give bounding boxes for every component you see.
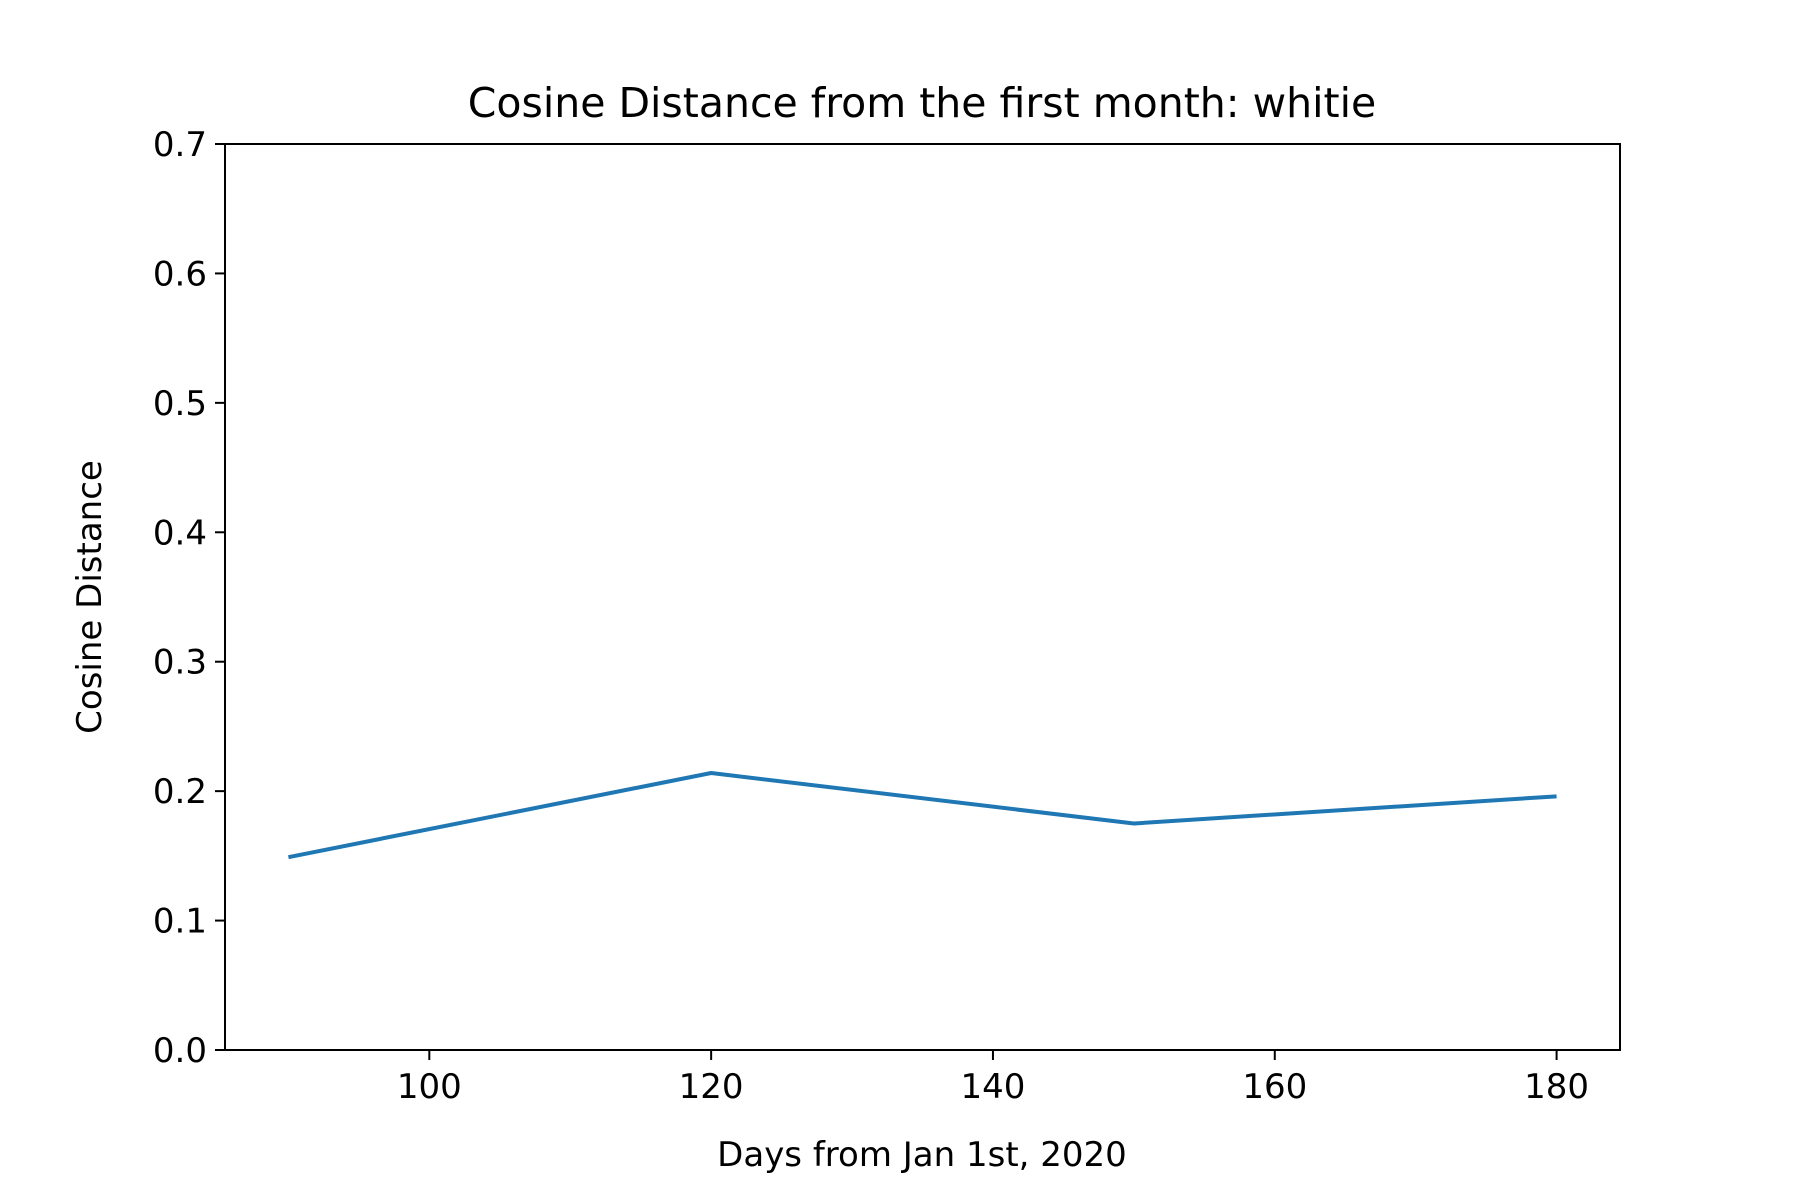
x-tick-label: 100 xyxy=(397,1067,462,1107)
y-tick-label: 0.7 xyxy=(153,125,207,165)
y-tick-label: 0.6 xyxy=(153,254,207,294)
y-axis-label: Cosine Distance xyxy=(70,460,110,734)
x-tick-label: 180 xyxy=(1524,1067,1589,1107)
plot-area: 100 120 140 160 180 0.0 0.1 0.2 0.3 0.4 0.5 0.6 0.7 xyxy=(153,125,1621,1107)
x-tick-label: 120 xyxy=(679,1067,744,1107)
y-tick-label: 0.4 xyxy=(153,513,207,553)
y-tick-label: 0.5 xyxy=(153,384,207,424)
x-axis-label: Days from Jan 1st, 2020 xyxy=(717,1135,1127,1175)
series-layer xyxy=(288,771,1557,860)
plot-frame xyxy=(224,143,1621,1051)
y-axis: 0.0 0.1 0.2 0.3 0.4 0.5 0.6 0.7 xyxy=(153,125,225,1071)
chart-title: Cosine Distance from the first month: wh… xyxy=(468,79,1376,127)
y-tick-label: 0.2 xyxy=(153,772,207,812)
y-tick-label: 0.1 xyxy=(153,902,207,942)
series-line xyxy=(288,771,1557,860)
x-axis: 100 120 140 160 180 xyxy=(397,1050,1589,1107)
y-tick-label: 0.3 xyxy=(153,643,207,683)
x-tick-label: 160 xyxy=(1242,1067,1307,1107)
x-tick-label: 140 xyxy=(961,1067,1026,1107)
y-tick-label: 0.0 xyxy=(153,1031,207,1071)
